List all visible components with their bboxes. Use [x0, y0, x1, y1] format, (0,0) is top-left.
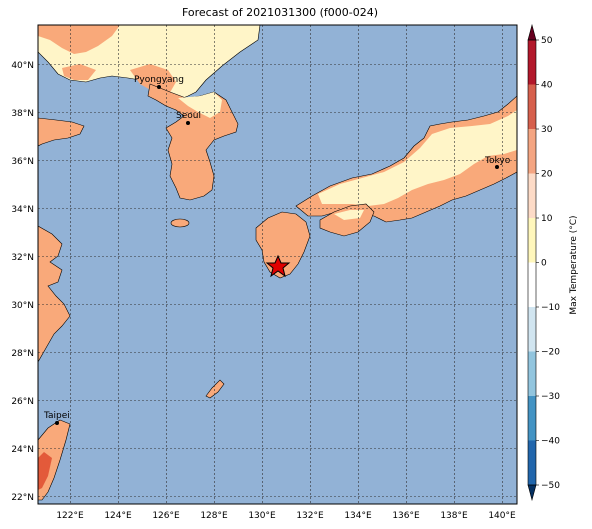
lon-label: 132°E	[296, 511, 324, 521]
colorbar-tick-label: 40	[541, 81, 553, 91]
lat-label: 24°N	[11, 445, 34, 455]
colorbar-label: Max Temperature (°C)	[569, 215, 579, 314]
city-label-pyongyang: Pyongyang	[134, 75, 184, 85]
lat-label: 36°N	[11, 157, 34, 167]
lat-label: 26°N	[11, 397, 34, 407]
lon-labels: 122°E 124°E 126°E 128°E 130°E 132°E 134°…	[56, 511, 516, 521]
map-frame	[37, 24, 518, 505]
city-dot-taipei	[55, 421, 59, 425]
colorbar-tick-label: −40	[541, 437, 560, 447]
lon-label: 124°E	[104, 511, 132, 521]
lat-label: 22°N	[11, 493, 34, 503]
land-okinawa	[205, 379, 225, 399]
lat-label: 38°N	[11, 109, 34, 119]
lat-label: 34°N	[11, 205, 34, 215]
location-star-icon	[265, 254, 291, 278]
land-warm-north	[38, 25, 120, 54]
lon-label: 128°E	[200, 511, 228, 521]
city-label-seoul: Seoul	[176, 111, 201, 121]
colorbar-segment	[528, 173, 536, 218]
colorbar: 50 40 30 20 10 0 −10 −20 −30 −40 −50 Max Temperatu…	[527, 23, 579, 502]
colorbar-segment	[528, 440, 536, 485]
lon-label: 130°E	[248, 511, 276, 521]
colorbar-extend-top	[527, 23, 537, 41]
colorbar-tick-label: −20	[541, 348, 560, 358]
land-honshu-cool	[318, 110, 517, 206]
lon-label: 140°E	[488, 511, 516, 521]
colorbar-segment	[528, 84, 536, 129]
lon-label: 126°E	[152, 511, 180, 521]
land-warm-bohai	[62, 64, 96, 80]
colorbar-tick-label: 10	[541, 214, 553, 224]
city-dot-seoul	[186, 121, 190, 125]
land-taiwan-hot	[38, 452, 52, 490]
colorbar-segment	[528, 351, 536, 396]
lon-label: 134°E	[344, 511, 372, 521]
city-label-taipei: Taipei	[43, 411, 70, 421]
lon-label: 122°E	[56, 511, 84, 521]
land-jeju	[170, 218, 190, 228]
land-korea-cool	[178, 92, 222, 118]
colorbar-tick-label: 30	[541, 125, 553, 135]
city-dot-tokyo	[495, 165, 499, 169]
city-label-tokyo: Tokyo	[484, 156, 511, 166]
colorbar-tick-label: 0	[541, 259, 547, 269]
lat-labels: 40°N 38°N 36°N 34°N 32°N 30°N 28°N 26°N …	[11, 61, 34, 503]
colorbar-segment	[528, 396, 536, 441]
land-warm-liaodong	[130, 64, 176, 96]
map-panel: Pyongyang Seoul Tokyo Taipei	[38, 25, 517, 504]
land-china-coast	[38, 225, 71, 363]
land-shikoku-cool	[334, 210, 364, 220]
colorbar-tick-label: 50	[541, 36, 553, 46]
land-shandong	[38, 117, 85, 147]
lat-label: 40°N	[11, 61, 34, 71]
lat-label: 28°N	[11, 349, 34, 359]
colorbar-segment	[528, 218, 536, 263]
lon-label: 136°E	[392, 511, 420, 521]
colorbar-segment	[528, 307, 536, 352]
colorbar-tick-label: −30	[541, 392, 560, 402]
colorbar-extend-bottom	[527, 484, 537, 502]
city-markers: Pyongyang Seoul Tokyo Taipei	[43, 75, 511, 425]
lat-label: 32°N	[11, 253, 34, 263]
lon-label: 138°E	[440, 511, 468, 521]
colorbar-segment	[528, 40, 536, 85]
lat-label: 30°N	[11, 301, 34, 311]
city-dot-pyongyang	[157, 85, 161, 89]
chart-title: Forecast of 2021031300 (f000-024)	[181, 6, 379, 19]
colorbar-tick-label: −10	[541, 303, 560, 313]
colorbar-tick-label: −50	[541, 481, 560, 491]
colorbar-segment	[528, 262, 536, 307]
colorbar-segment	[528, 129, 536, 174]
colorbar-tick-label: 20	[541, 170, 553, 180]
